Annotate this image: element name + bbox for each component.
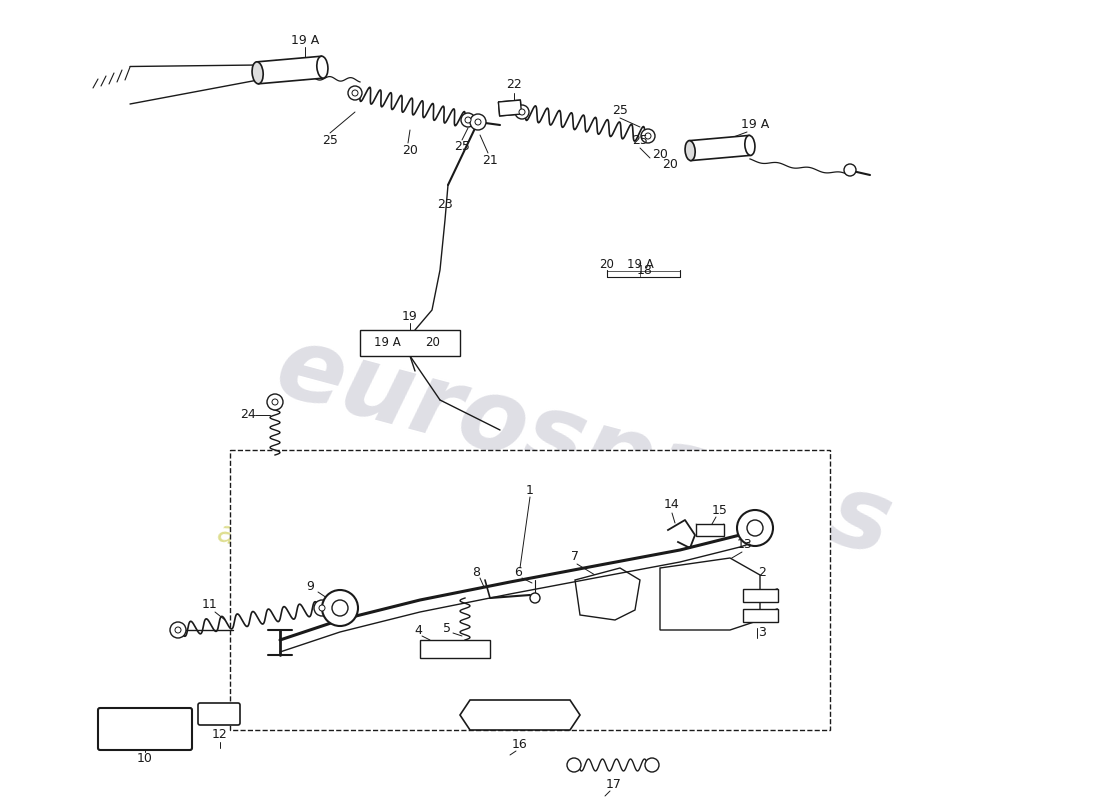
Text: 19 A: 19 A	[627, 258, 653, 271]
Text: 25: 25	[454, 141, 470, 154]
Polygon shape	[742, 609, 778, 622]
Text: eurospares: eurospares	[265, 319, 901, 577]
Polygon shape	[420, 640, 490, 658]
Text: 21: 21	[482, 154, 498, 166]
Text: 19: 19	[403, 310, 418, 322]
FancyBboxPatch shape	[198, 703, 240, 725]
Circle shape	[566, 758, 581, 772]
Polygon shape	[498, 100, 521, 116]
Circle shape	[272, 399, 278, 405]
Circle shape	[175, 627, 182, 633]
Circle shape	[475, 119, 481, 125]
Text: 25: 25	[632, 134, 648, 146]
Text: 12: 12	[212, 729, 228, 742]
Text: 14: 14	[664, 498, 680, 511]
Text: 17: 17	[606, 778, 621, 791]
Text: 25: 25	[612, 103, 628, 117]
Circle shape	[465, 117, 471, 123]
Text: 3: 3	[758, 626, 766, 638]
Text: 20: 20	[600, 258, 615, 271]
Circle shape	[515, 105, 529, 119]
Text: 9: 9	[306, 581, 313, 594]
Text: 16: 16	[513, 738, 528, 751]
Bar	[360, 330, 460, 356]
Text: 23: 23	[437, 198, 453, 211]
Text: 25: 25	[322, 134, 338, 146]
Text: 19 A: 19 A	[290, 34, 319, 46]
Text: a passion for parts since 1985: a passion for parts since 1985	[213, 518, 667, 666]
Text: 1: 1	[526, 483, 534, 497]
Text: 10: 10	[138, 751, 153, 765]
Text: 24: 24	[240, 409, 256, 422]
Circle shape	[267, 394, 283, 410]
Text: 8: 8	[472, 566, 480, 578]
Text: 20: 20	[426, 337, 440, 350]
Circle shape	[314, 600, 330, 616]
Circle shape	[641, 129, 654, 143]
Text: 7: 7	[571, 550, 579, 563]
Text: 20: 20	[662, 158, 678, 171]
Text: 19 A: 19 A	[741, 118, 769, 131]
Polygon shape	[256, 56, 323, 84]
Circle shape	[470, 114, 486, 130]
Circle shape	[319, 605, 324, 611]
Text: 19 A: 19 A	[374, 337, 400, 350]
Ellipse shape	[685, 141, 695, 161]
FancyBboxPatch shape	[98, 708, 192, 750]
Text: 6: 6	[514, 566, 521, 579]
Circle shape	[747, 520, 763, 536]
Polygon shape	[742, 589, 778, 602]
Ellipse shape	[252, 62, 263, 84]
Circle shape	[737, 510, 773, 546]
Polygon shape	[660, 558, 760, 630]
Circle shape	[332, 600, 348, 616]
Ellipse shape	[745, 135, 755, 155]
Text: 20: 20	[652, 149, 668, 162]
Text: 15: 15	[712, 503, 728, 517]
Text: 20: 20	[403, 143, 418, 157]
Text: 22: 22	[506, 78, 521, 91]
Polygon shape	[696, 524, 724, 536]
Circle shape	[844, 164, 856, 176]
Circle shape	[352, 90, 358, 96]
Text: 5: 5	[443, 622, 451, 634]
Polygon shape	[498, 100, 521, 116]
Circle shape	[348, 86, 362, 100]
Polygon shape	[460, 700, 580, 730]
Circle shape	[519, 109, 525, 115]
Circle shape	[645, 133, 651, 139]
Polygon shape	[575, 568, 640, 620]
Polygon shape	[230, 450, 830, 730]
Circle shape	[170, 622, 186, 638]
Circle shape	[461, 113, 475, 127]
Text: 11: 11	[202, 598, 218, 611]
Circle shape	[530, 593, 540, 603]
Text: 4: 4	[414, 623, 422, 637]
Ellipse shape	[317, 56, 328, 78]
Polygon shape	[690, 135, 751, 161]
Text: 13: 13	[737, 538, 752, 551]
Text: 2: 2	[758, 566, 766, 578]
Text: 18: 18	[637, 263, 653, 277]
Circle shape	[645, 758, 659, 772]
Circle shape	[322, 590, 358, 626]
